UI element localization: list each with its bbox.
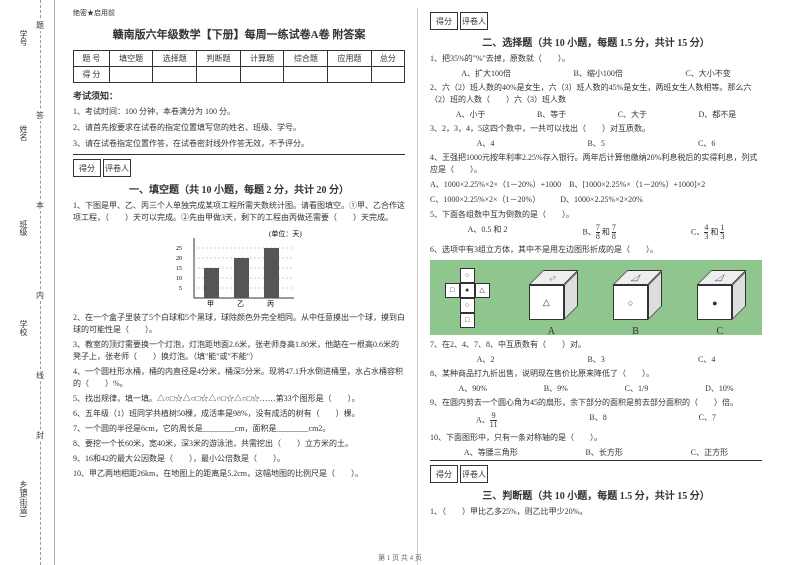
- q2-10: 10、下面图形中，只有一条对称轴的是（ ）。: [430, 432, 762, 444]
- th: 填空题: [109, 51, 153, 67]
- seal-char: 本: [36, 200, 44, 211]
- seal-char: 内: [36, 290, 44, 301]
- td: 得 分: [74, 67, 110, 83]
- th: 选择题: [153, 51, 197, 67]
- notice-item: 1、考试时间：100 分钟，本卷满分为 100 分。: [73, 106, 405, 118]
- secret-label: 绝密★启用前: [73, 8, 405, 18]
- score-label: 得分: [430, 465, 458, 483]
- exam-title: 赣南版六年级数学【下册】每周一练试卷A卷 附答案: [73, 26, 405, 42]
- score-label: 得分: [73, 159, 101, 177]
- th: 总分: [371, 51, 404, 67]
- svg-text:(单位：天): (单位：天): [269, 229, 302, 238]
- notice-item: 2、请首先按要求在试卷的指定位置填写您的姓名、班级、学号。: [73, 122, 405, 134]
- th: 综合题: [284, 51, 328, 67]
- notice-title: 考试须知：: [73, 89, 405, 102]
- q2-8: 8、某种商品打九折出售，说明现在售价比原来降低了（ ）。: [430, 368, 762, 380]
- right-column: 得分 评卷人 二、选择题（共 10 小题，每题 1.5 分，共计 15 分） 1…: [422, 8, 770, 565]
- bar-chart: (单位：天) 5 10 15 20 25 甲 乙 丙: [174, 228, 304, 308]
- margin-label: 学号: [18, 30, 29, 46]
- svg-text:10: 10: [176, 276, 182, 282]
- th: 判断题: [197, 51, 241, 67]
- margin-label: 乡镇(街道): [18, 480, 29, 517]
- q2-4: 4、王强把1000元按年利率2.25%存入银行。两年后计算他缴纳20%利息税后的…: [430, 152, 762, 176]
- q1-5: 5、找出规律，填一填。△○□☆△○□☆△○□☆△○□☆……第33个图形是（ ）。: [73, 393, 405, 405]
- q2-9: 9、在圆内剪去一个圆心角为45的扇形，余下部分的面积是剪去部分面积的（ ）倍。: [430, 397, 762, 409]
- seal-char: 题: [36, 20, 44, 31]
- reviewer-label: 评卷人: [460, 465, 488, 483]
- section-score-bar: 得分 评卷人: [430, 12, 762, 30]
- seal-char: 封: [36, 430, 44, 441]
- q1-6: 6、五年级（1）班同学共植树50棵，成活率是98%，没有成活的树有（ ）棵。: [73, 408, 405, 420]
- svg-text:25: 25: [176, 246, 182, 252]
- section-score-bar: 得分 评卷人: [73, 159, 405, 177]
- q1-10: 10、甲乙两地相距26km，在地图上的距离是5.2cm，这幅地图的比例尺是（ ）…: [73, 468, 405, 480]
- q2-3: 3、2，3，4，5这四个数中，一共可以找出（ ）对互质数。: [430, 123, 762, 135]
- th: 计算题: [240, 51, 284, 67]
- margin-label: 班级: [18, 220, 29, 236]
- notice-item: 3、请在试卷指定位置作答，在试卷密封线外作答无效，不予评分。: [73, 138, 405, 150]
- margin-label: 姓名: [18, 125, 29, 141]
- left-column: 绝密★启用前 赣南版六年级数学【下册】每周一练试卷A卷 附答案 题 号 填空题 …: [65, 8, 413, 565]
- score-summary-table: 题 号 填空题 选择题 判断题 计算题 综合题 应用题 总分 得 分: [73, 50, 405, 83]
- q1-9: 9、16和42的最大公因数是（ ），最小公倍数是（ ）。: [73, 453, 405, 465]
- q2-1: 1、把35%的"%"去掉，原数就（ ）。: [430, 53, 762, 65]
- score-label: 得分: [430, 12, 458, 30]
- svg-text:乙: 乙: [237, 300, 244, 308]
- q2-4b: C、1000×2.25%×2×（1－20%） D、1000×2.25%×2×20…: [430, 194, 762, 206]
- cube-diagram: ○ □ ● △ ○ □ ○△A △○B △●C: [430, 260, 762, 335]
- svg-text:丙: 丙: [267, 300, 274, 308]
- q1-3: 3、教室的顶灯需要换一个灯泡，灯泡距地面2.6米，张老师身高1.80米，他踮在一…: [73, 339, 405, 363]
- svg-text:甲: 甲: [207, 300, 214, 308]
- q2-5: 5、下面各组数中互为倒数的是（ ）。: [430, 209, 762, 221]
- q2-4a: A、1000×2.25%×2×（1－20%）+1000 B、[1000×2.25…: [430, 179, 762, 191]
- q2-2: 2、六（2）班人数的40%是女生，六（3）班人数的45%是女生，两班女生人数相等…: [430, 82, 762, 106]
- binding-margin: 学号 姓名 班级 学校 乡镇(街道) 题 答 本 内 线 封: [0, 0, 55, 565]
- section1-title: 一、填空题（共 10 小题，每题 2 分，共计 20 分）: [73, 181, 405, 196]
- svg-text:5: 5: [179, 286, 182, 292]
- th: 应用题: [328, 51, 372, 67]
- q1-4: 4、一个圆柱形水桶，桶的内直径是4分米，桶深5分米。现将47.1升水倒进桶里，水…: [73, 366, 405, 390]
- seal-char: 答: [36, 110, 44, 121]
- q1-2: 2、在一个盒子里装了5个白球和5个黑球，球除颜色外完全相同。从中任意摸出一个球，…: [73, 312, 405, 336]
- section3-title: 三、判断题（共 10 小题，每题 1.5 分，共计 15 分）: [430, 487, 762, 502]
- reviewer-label: 评卷人: [103, 159, 131, 177]
- q2-7: 7、在2、4、7、8、中互质数有（ ）对。: [430, 339, 762, 351]
- section2-title: 二、选择题（共 10 小题，每题 1.5 分，共计 15 分）: [430, 34, 762, 49]
- seal-char: 线: [36, 370, 44, 381]
- margin-label: 学校: [18, 320, 29, 336]
- page-footer: 第 1 页 共 4 页: [0, 553, 800, 563]
- section-score-bar: 得分 评卷人: [430, 465, 762, 483]
- q3-1: 1、（ ）甲比乙多25%，则乙比甲少20%。: [430, 506, 762, 518]
- th: 题 号: [74, 51, 110, 67]
- reviewer-label: 评卷人: [460, 12, 488, 30]
- svg-text:20: 20: [176, 256, 182, 262]
- q2-6: 6、选项中有3组立方体，其中不是用左边图形折成的是（ ）。: [430, 244, 762, 256]
- q1-8: 8、要挖一个长60米，宽40米，深3米的游泳池，共需挖出（ ）立方米的土。: [73, 438, 405, 450]
- q1-1: 1、下图是甲、乙、丙三个人单独完成某项工程所需天数统计图。请看图填空。①甲、乙合…: [73, 200, 405, 224]
- svg-text:15: 15: [176, 266, 182, 272]
- q1-7: 7、一个圆的半径是6cm，它的周长是________cm，面积是________…: [73, 423, 405, 435]
